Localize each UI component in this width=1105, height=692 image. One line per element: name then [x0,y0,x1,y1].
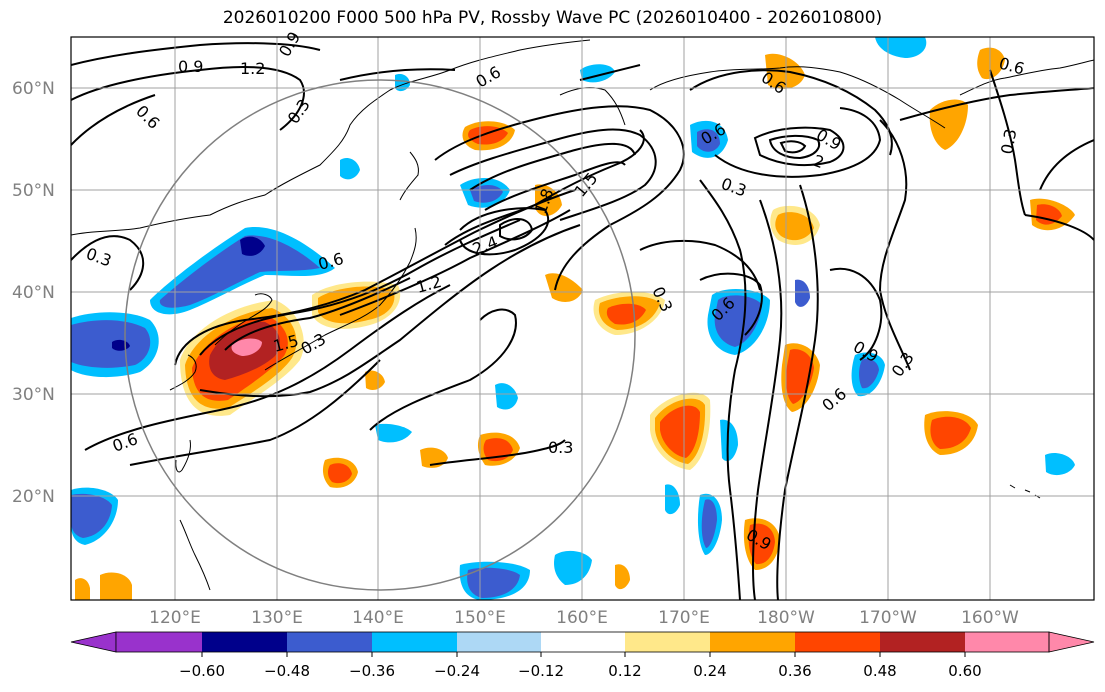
contour-label: 0.9 [275,28,304,60]
lon-label: 150°E [454,608,506,628]
colorbar-tick-label: −0.36 [349,662,395,680]
colorbar-min-arrow [70,631,117,653]
contour-label: 0.6 [110,429,140,456]
contour-label: 1.2 [240,59,265,78]
latitude-labels: 60°N 50°N 40°N 30°N 20°N [12,79,55,507]
contour-label: 0.3 [548,438,573,457]
lat-label: 40°N [12,283,55,303]
contour-label: 1.2 [414,272,444,297]
colorbar-tick-label: 0.12 [608,662,641,680]
colorbar-tick-label: 0.60 [948,662,981,680]
colorbar-tick-label: −0.12 [518,662,564,680]
contour-label: 0.3 [997,127,1020,155]
colorbar: −0.60 −0.48 −0.36 −0.24 −0.12 0.12 0.24 … [70,631,1095,680]
longitude-labels: 120°E 130°E 140°E 150°E 160°E 170°E 180°… [149,608,1019,628]
anomaly-shading [71,37,1075,600]
lon-label: 130°E [251,608,303,628]
contour-label: 0.6 [473,62,505,91]
lon-label: 170°E [658,608,710,628]
contour-label: 0.6 [818,384,850,415]
lon-label: 140°E [352,608,404,628]
colorbar-tick-label: 0.36 [778,662,811,680]
map-title: 2026010200 F000 500 hPa PV, Rossby Wave … [222,8,883,28]
lon-label: 180°W [757,608,815,628]
colorbar-tick-label: 0.48 [863,662,896,680]
lat-label: 30°N [12,385,55,405]
lat-label: 60°N [12,79,55,99]
contour-label: 0.3 [719,174,749,201]
lat-label: 20°N [12,487,55,507]
pv-contours [71,42,1094,600]
lon-label: 160°E [556,608,608,628]
contour-label: 0.9 [178,57,203,76]
colorbar-tick-label: −0.24 [434,662,480,680]
colorbar-tick-label: −0.60 [179,662,225,680]
lon-label: 160°W [961,608,1019,628]
contour-label: 0.3 [84,244,114,271]
colorbar-tick-label: −0.48 [264,662,310,680]
reference-circle [124,79,636,591]
contour-label: 0.6 [316,249,346,274]
lat-label: 50°N [12,181,55,201]
plot-frame [70,36,1095,601]
colorbar-tick-label: 0.24 [693,662,726,680]
lon-label: 170°W [859,608,917,628]
contour-label: 0.6 [997,54,1027,79]
gridlines [71,37,1094,600]
colorbar-max-arrow [1048,631,1095,653]
contour-label: 0.3 [888,349,918,381]
lon-label: 120°E [149,608,201,628]
contour-label: 0.6 [132,101,163,132]
